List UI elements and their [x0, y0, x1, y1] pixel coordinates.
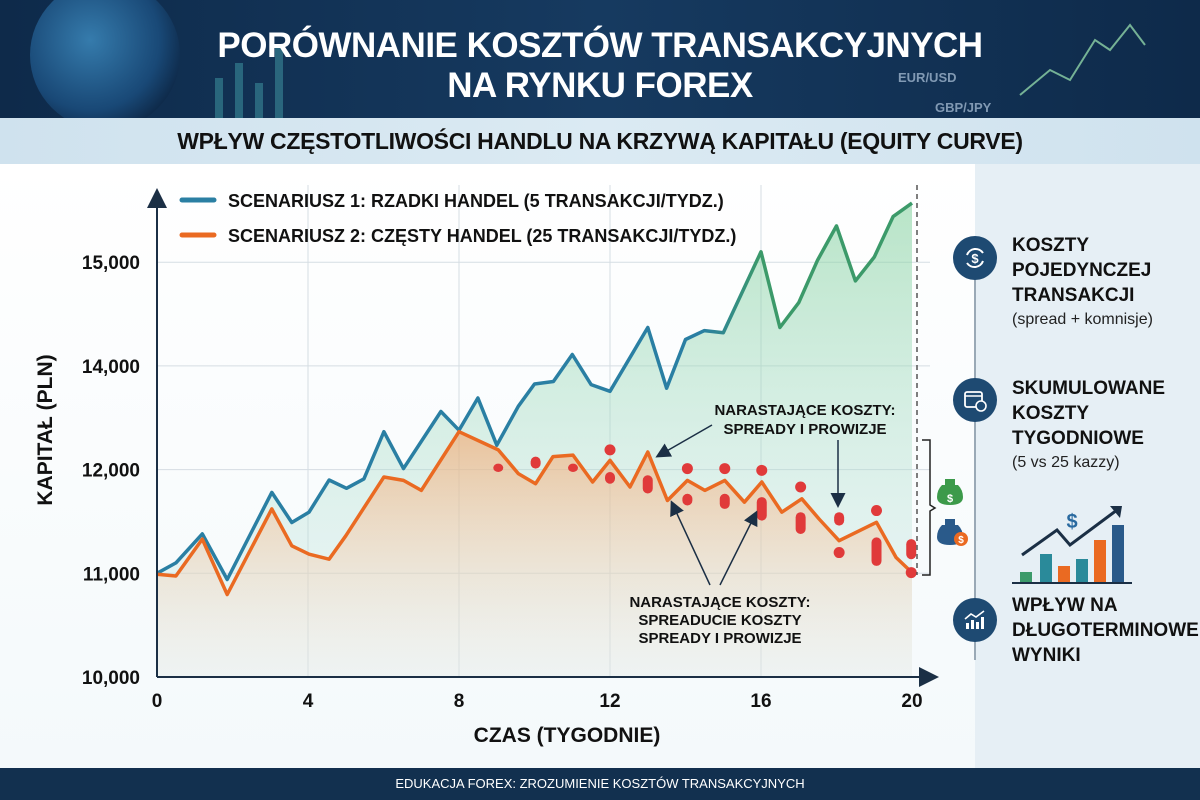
title-line-1: PORÓWNANIE KOSZTÓW TRANSAKCYJNYCH: [217, 26, 983, 65]
legend-label-series2: SCENARIUSZ 2: CZĘSTY HANDEL (25 TRANSAKC…: [228, 226, 736, 246]
cost-bracket: [922, 439, 937, 576]
money-bag-blue-icon: $: [937, 519, 968, 546]
title-line-2: NA RYNKU FOREX: [447, 66, 753, 105]
cost-marker-bar: [568, 463, 579, 472]
cost-marker-bar: [834, 512, 845, 526]
footer: EDUKACJA FOREX: ZROZUMIENIE KOSZTÓW TRAN…: [0, 768, 1200, 800]
deco-price-chart-icon: [1019, 23, 1146, 96]
right-panel-timeline: [974, 240, 976, 660]
annotation-arrow: [719, 510, 758, 586]
cost-marker-bar: [906, 539, 917, 560]
item-subtext: (spread + komnisje): [1012, 311, 1153, 328]
cost-marker-bar: [493, 463, 504, 472]
cost-marker-bar: [871, 537, 882, 566]
annotation-lower-line2: SPREADUCIE KOSZTY: [638, 612, 801, 629]
x-tick-label: 20: [901, 691, 922, 712]
item-heading: TYGODNIOWE: [1012, 428, 1144, 449]
annotation-upper-line1: NARASTAJĄCE KOSZTY:: [714, 402, 895, 419]
globe-illustration: [30, 0, 180, 118]
x-tick-label: 16: [750, 691, 771, 712]
x-tick-label: 8: [454, 691, 465, 712]
cost-marker-bar: [605, 471, 615, 484]
deco-bar: [275, 48, 283, 118]
dollar-cycle-icon: $: [953, 236, 997, 280]
annotation-upper-line2: SPREADY I PROWIZJE: [723, 421, 886, 438]
y-tick-label: 12,000: [82, 461, 140, 482]
header-banner: EUR/USD GBP/JPY PORÓWNANIE KOSZTÓW TRANS…: [0, 0, 1200, 118]
y-tick-label: 15,000: [82, 253, 140, 274]
svg-text:$: $: [947, 493, 953, 505]
annotation-lower-line1: NARASTAJĄCE KOSZTY:: [629, 594, 810, 611]
x-tick-label: 12: [599, 691, 620, 712]
svg-text:$: $: [958, 535, 964, 546]
item-heading: DŁUGOTERMINOWE: [1012, 620, 1199, 641]
cost-marker-dot: [756, 464, 768, 476]
cost-marker-dot: [681, 463, 693, 475]
series-1-line: [156, 201, 914, 582]
deco-bar: [255, 83, 263, 118]
y-axis-label: KAPITAŁ (PLN): [34, 354, 57, 505]
deco-tag-gbpjpy: GBP/JPY: [935, 100, 992, 115]
cost-marker-bar: [530, 456, 541, 469]
annotation-arrow: [670, 500, 711, 586]
cost-marker-dot: [795, 481, 807, 493]
cost-marker-dot: [871, 505, 883, 517]
x-tick-label: 4: [303, 691, 314, 712]
svg-text:$: $: [971, 251, 979, 266]
growth-chart-icon: [953, 598, 997, 642]
annotation-lower-line3: SPREADY I PROWIZJE: [638, 630, 801, 647]
legend-label-series1: SCENARIUSZ 1: RZADKI HANDEL (5 TRANSAKCJ…: [228, 191, 724, 211]
x-tick-label: 0: [152, 691, 163, 712]
item-heading: POJEDYNCZEJ: [1012, 260, 1152, 281]
cost-marker-bar: [795, 512, 806, 534]
cost-marker-bar: [719, 493, 730, 509]
annotation-arrow: [655, 424, 713, 458]
right-panel-item-long-term-impact: WPŁYW NA DŁUGOTERMINOWE WYNIKI: [1012, 593, 1199, 668]
item-heading: KOSZTY: [1012, 235, 1090, 256]
chart-subtitle: WPŁYW CZĘSTOTLIWOŚCI HANDLU NA KRZYWĄ KA…: [177, 128, 1023, 154]
cost-marker-dot: [719, 463, 731, 475]
cost-marker-dot: [833, 547, 845, 559]
subtitle-band: [0, 118, 1200, 164]
item-heading: TRANSAKCJI: [1012, 285, 1135, 306]
deco-tag-eurusd: EUR/USD: [898, 70, 957, 85]
calendar-clock-icon: [953, 378, 997, 422]
money-bag-green-icon: $: [937, 479, 963, 505]
y-tick-label: 10,000: [82, 668, 140, 689]
item-heading: KOSZTY: [1012, 403, 1090, 424]
cost-marker-bar: [682, 493, 693, 506]
series-2-line: [156, 429, 914, 597]
bar-growth-illustration-icon: $: [1012, 506, 1132, 584]
item-heading: WYNIKI: [1012, 645, 1081, 666]
x-axis-label: CZAS (TYGODNIE): [474, 724, 661, 747]
y-tick-label: 14,000: [82, 357, 140, 378]
item-subtext: (5 vs 25 kazzy): [1012, 454, 1120, 471]
item-heading: WPŁYW NA: [1012, 595, 1118, 616]
cost-marker-bar: [642, 475, 653, 494]
cost-marker-bar: [756, 497, 767, 521]
right-panel-background: [975, 164, 1200, 768]
cost-marker-dot: [905, 567, 917, 579]
series-2-area: [157, 431, 912, 677]
y-tick-label: 11,000: [83, 564, 140, 585]
deco-bar: [235, 63, 243, 118]
cost-marker-dot: [604, 444, 616, 456]
right-panel-item-weekly-costs: SKUMULOWANE KOSZTY TYGODNIOWE (5 vs 25 k…: [1012, 376, 1165, 475]
right-panel-item-single-trade-cost: KOSZTY POJEDYNCZEJ TRANSAKCJI (spread + …: [1012, 233, 1153, 332]
deco-bar: [215, 78, 223, 118]
svg-text:$: $: [1066, 511, 1077, 533]
item-heading: SKUMULOWANE: [1012, 378, 1166, 399]
